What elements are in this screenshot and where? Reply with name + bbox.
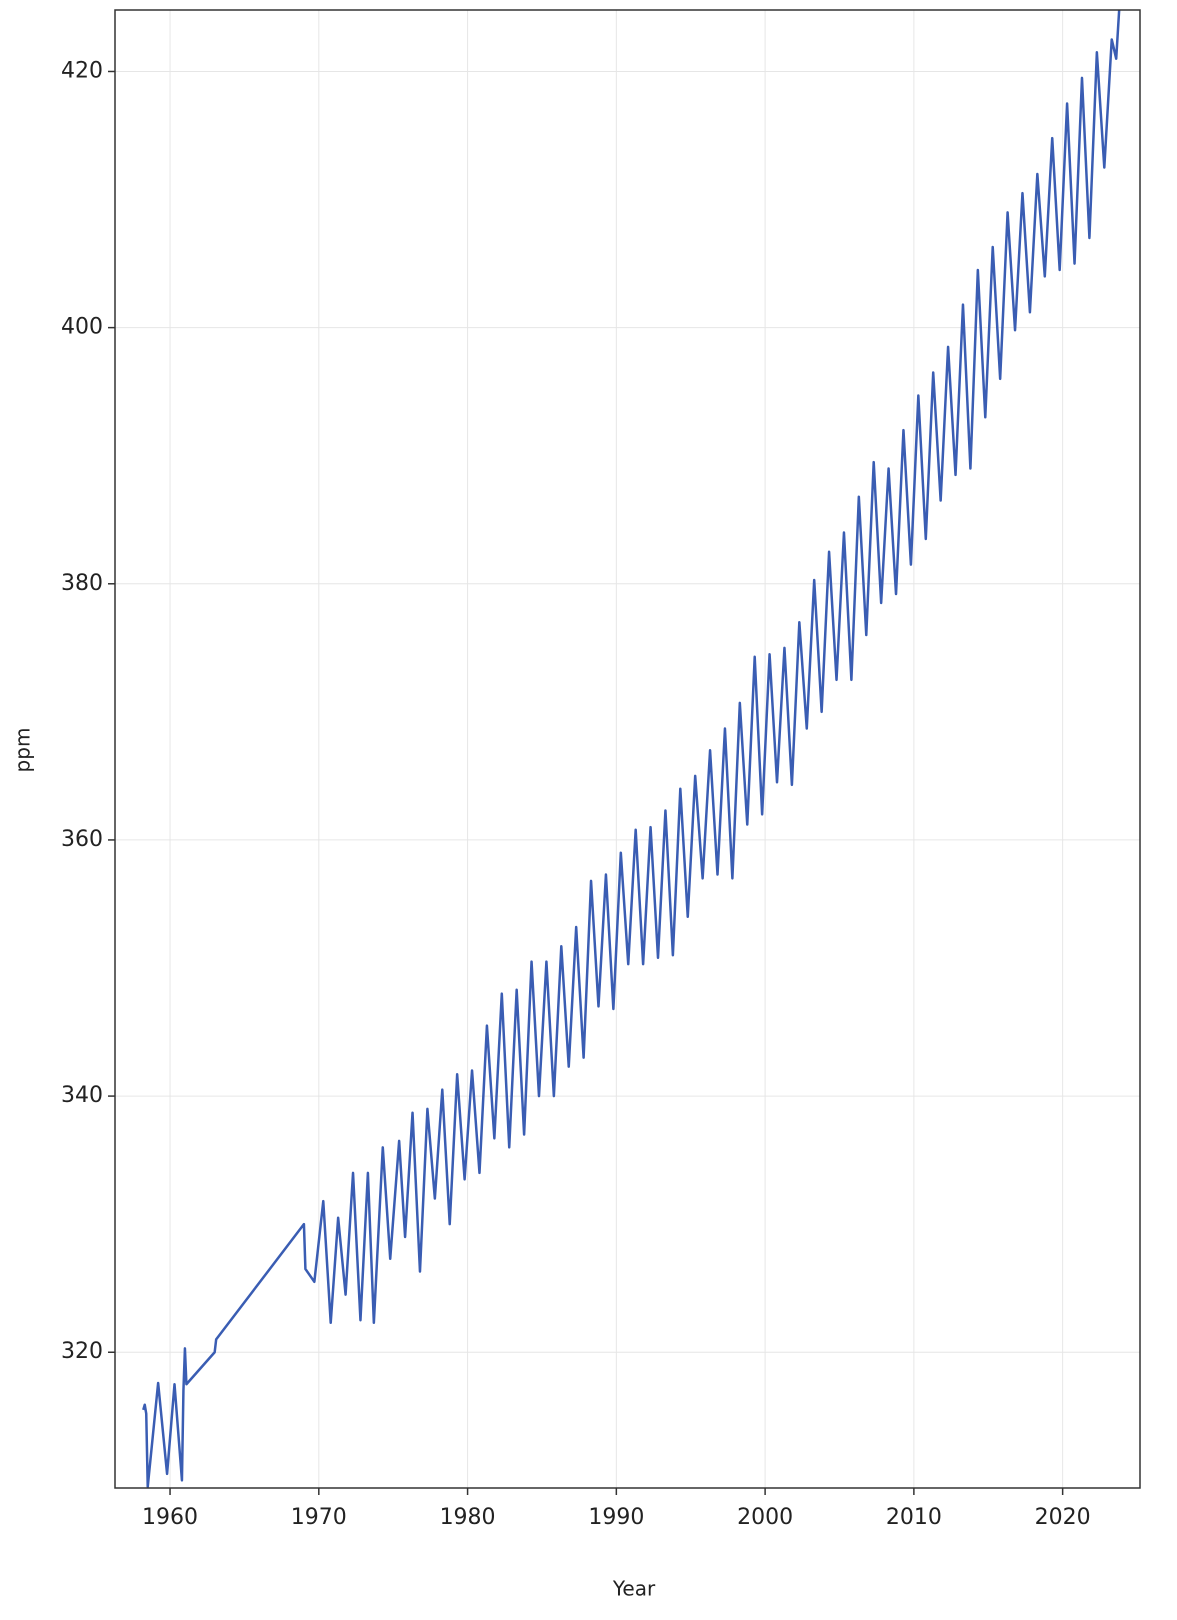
data-line [142, 9, 1121, 1488]
x-tick-label: 1990 [588, 1505, 644, 1530]
y-tick-label: 400 [61, 315, 103, 340]
x-tick-label: 2000 [737, 1505, 793, 1530]
y-tick-label: 340 [61, 1083, 103, 1108]
y-tick-label: 320 [61, 1339, 103, 1364]
x-tick-label: 2020 [1035, 1505, 1091, 1530]
y-axis-label: ppm [11, 728, 35, 773]
plot-frame [114, 9, 1141, 1489]
y-tick-label: 360 [61, 827, 103, 852]
y-tick-label: 420 [61, 58, 103, 83]
x-tick-label: 2010 [886, 1505, 942, 1530]
y-tick-label: 380 [61, 571, 103, 596]
x-tick-label: 1960 [142, 1505, 198, 1530]
x-tick-label: 1970 [291, 1505, 347, 1530]
x-axis-label: Year [612, 1577, 656, 1601]
x-tick-label: 1980 [440, 1505, 496, 1530]
